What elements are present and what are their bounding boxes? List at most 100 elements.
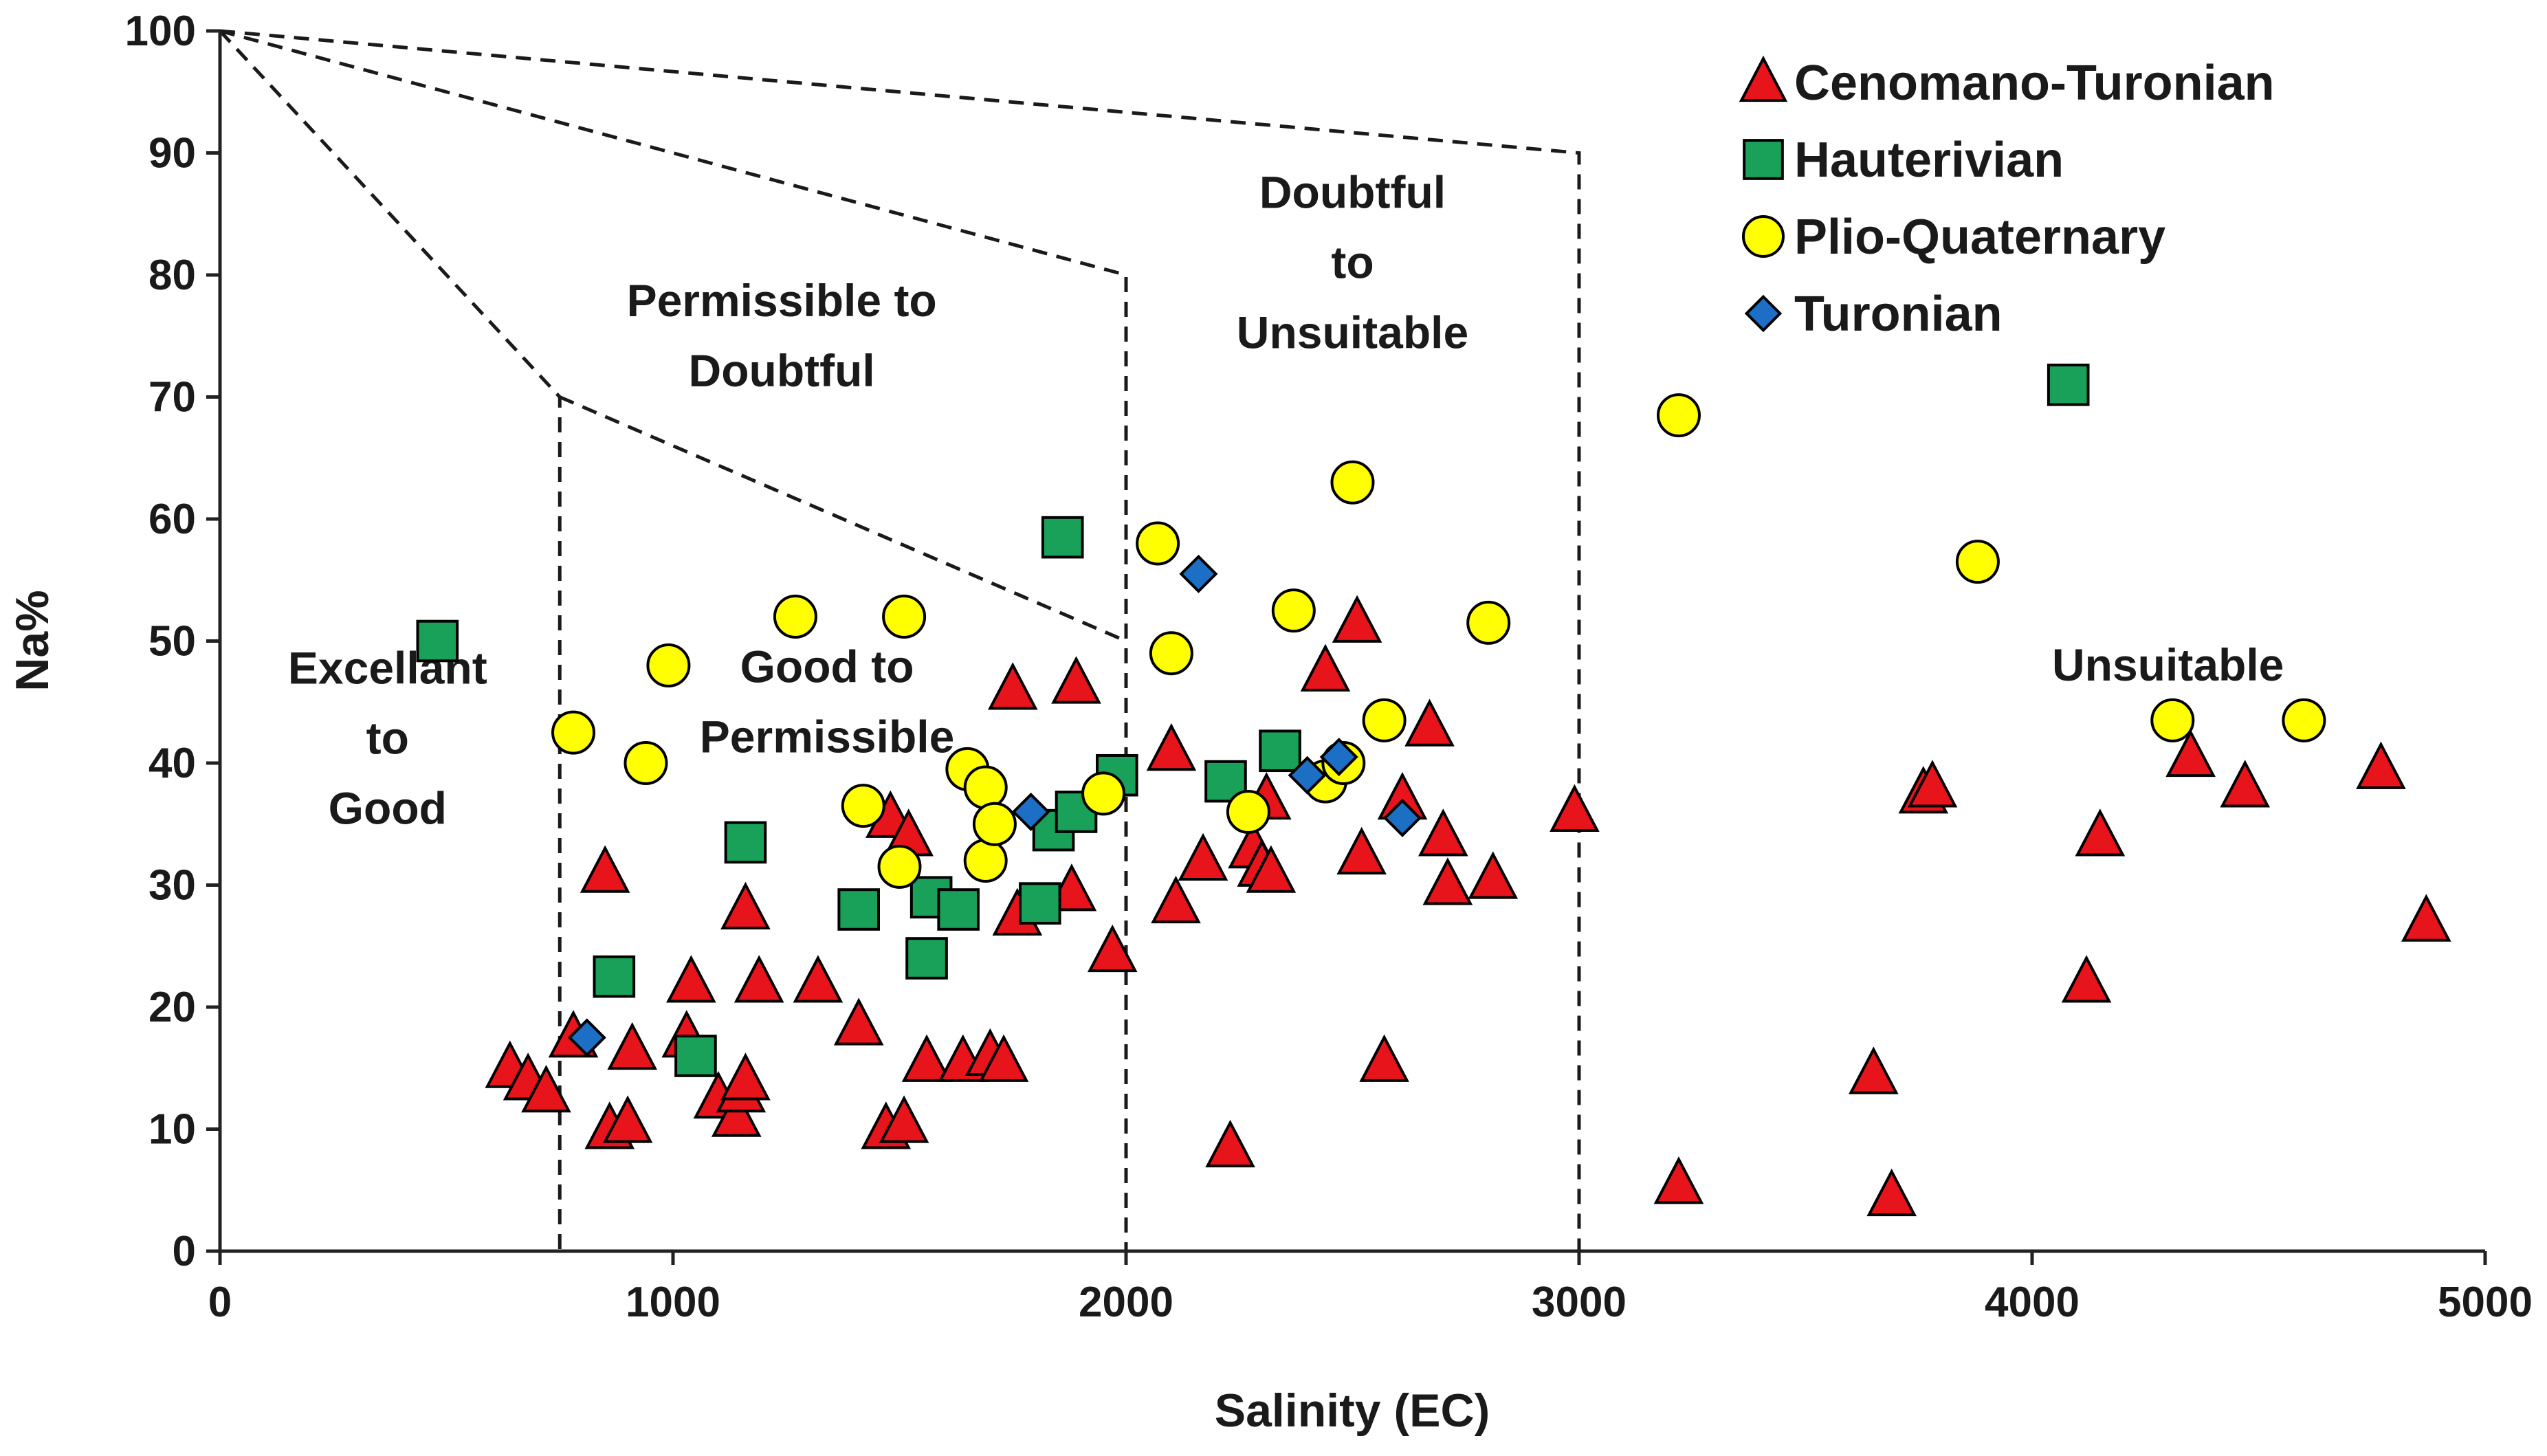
- triangle-point: [1849, 1046, 1899, 1094]
- circle-point: [1081, 771, 1126, 816]
- circle-point: [1271, 588, 1316, 633]
- circle-point: [773, 595, 817, 639]
- triangle-point: [607, 1022, 657, 1070]
- region-label: Unsuitable: [1237, 307, 1468, 357]
- diamond-point: [1382, 798, 1422, 837]
- y-tick-label: 0: [173, 1228, 196, 1275]
- triangle-point: [2165, 729, 2216, 777]
- triangle-point: [1404, 698, 1455, 747]
- x-axis-title: Salinity (EC): [1215, 1385, 1490, 1437]
- legend-marker-diamond: [1744, 294, 1783, 333]
- diamond-point: [1179, 554, 1218, 593]
- circle-point: [1330, 460, 1375, 505]
- triangle-point: [1468, 851, 1519, 899]
- x-tick-label: 3000: [1532, 1279, 1627, 1326]
- triangle-point: [1907, 760, 1958, 808]
- triangle-point: [720, 1052, 771, 1101]
- circle-point: [841, 784, 885, 828]
- circle-point: [877, 844, 922, 889]
- square-point: [1041, 516, 1084, 559]
- circle-point: [882, 595, 927, 639]
- y-axis-title: Na%: [6, 590, 58, 691]
- triangle-point: [1151, 875, 1201, 924]
- triangle-point: [901, 1034, 952, 1082]
- triangle-point: [1146, 723, 1197, 771]
- legend: Cenomano-Turonian Hauterivian Plio-Quatern…: [1739, 55, 2275, 342]
- circle-point: [963, 765, 1008, 810]
- y-tick-label: 30: [148, 862, 196, 909]
- x-tick-label: 1000: [626, 1279, 720, 1326]
- triangle-point: [1866, 1168, 1917, 1217]
- x-ticks: 0 1000 2000 3000 4000 5000: [208, 1251, 2533, 1326]
- y-tick-label: 50: [148, 618, 196, 665]
- square-point: [674, 1035, 717, 1077]
- triangle-point: [793, 955, 844, 1003]
- square-point: [1259, 729, 1301, 773]
- x-tick-label: 5000: [2438, 1279, 2533, 1326]
- x-tick-label: 4000: [1985, 1279, 2080, 1326]
- boundary-line: [219, 29, 1581, 1251]
- y-tick-label: 20: [148, 984, 196, 1031]
- triangle-point: [666, 955, 716, 1003]
- circle-point: [1149, 631, 1193, 676]
- circle-point: [1466, 600, 1511, 645]
- triangle-point: [879, 1095, 929, 1143]
- triangle-point: [1550, 784, 1600, 832]
- triangle-point: [1422, 857, 1473, 905]
- diamond-point: [1288, 755, 1327, 795]
- triangle-point: [2401, 894, 2451, 942]
- triangle-point: [833, 997, 884, 1046]
- triangle-point: [987, 662, 1038, 710]
- triangle-point: [711, 1089, 762, 1137]
- data-points: [416, 363, 2451, 1217]
- square-point: [937, 888, 980, 931]
- triangle-point: [1418, 808, 1468, 857]
- triangle-point: [1178, 832, 1228, 881]
- legend-marker-square: [1743, 139, 1784, 180]
- legend-marker-triangle: [1739, 55, 1788, 102]
- y-ticks: 0 10 20 30 40 50 60 70 80 90 100: [125, 8, 220, 1275]
- legend-label: Plio-Quaternary: [1794, 210, 2165, 265]
- triangle-point: [720, 881, 771, 929]
- square-point: [837, 888, 880, 931]
- square-point: [1018, 882, 1061, 925]
- legend-marker-circle: [1742, 215, 1785, 258]
- square-point: [1204, 760, 1247, 803]
- boundary-lines: [219, 29, 1581, 1251]
- circle-point: [624, 741, 668, 785]
- square-point: [905, 937, 948, 980]
- series-hauterivian: [416, 363, 2090, 1077]
- triangle-point: [1246, 845, 1297, 893]
- triangle-point: [1336, 826, 1387, 875]
- y-tick-label: 70: [148, 374, 196, 421]
- circle-point: [972, 802, 1017, 846]
- triangle-point: [521, 1064, 571, 1113]
- y-tick-label: 10: [148, 1106, 196, 1154]
- circle-point: [646, 643, 691, 687]
- x-tick-label: 2000: [1079, 1279, 1173, 1326]
- y-tick-label: 90: [148, 130, 196, 177]
- region-label: Permissible to: [627, 275, 937, 326]
- legend-label: Hauterivian: [1794, 133, 2064, 188]
- diamond-point: [1011, 792, 1050, 832]
- circle-point: [1955, 540, 2000, 584]
- legend-label: Cenomano-Turonian: [1794, 56, 2275, 111]
- y-tick-label: 40: [148, 740, 196, 787]
- boundary-line: [219, 29, 1128, 1251]
- triangle-point: [1087, 924, 1138, 973]
- triangle-point: [978, 1034, 1029, 1082]
- circle-point: [2150, 698, 2195, 742]
- circle-point: [1362, 698, 1407, 742]
- region-label: Good to: [740, 641, 914, 692]
- square-point: [416, 619, 459, 663]
- boundary-line: [559, 395, 1127, 643]
- circle-point: [1136, 521, 1180, 566]
- y-tick-label: 100: [125, 8, 196, 55]
- circle-point: [1656, 393, 1701, 438]
- series-cenomano-turonian: [485, 595, 2451, 1217]
- circle-point: [963, 839, 1008, 883]
- circle-point: [2282, 698, 2326, 742]
- legend-label: Turonian: [1794, 287, 2003, 342]
- square-point: [724, 821, 767, 864]
